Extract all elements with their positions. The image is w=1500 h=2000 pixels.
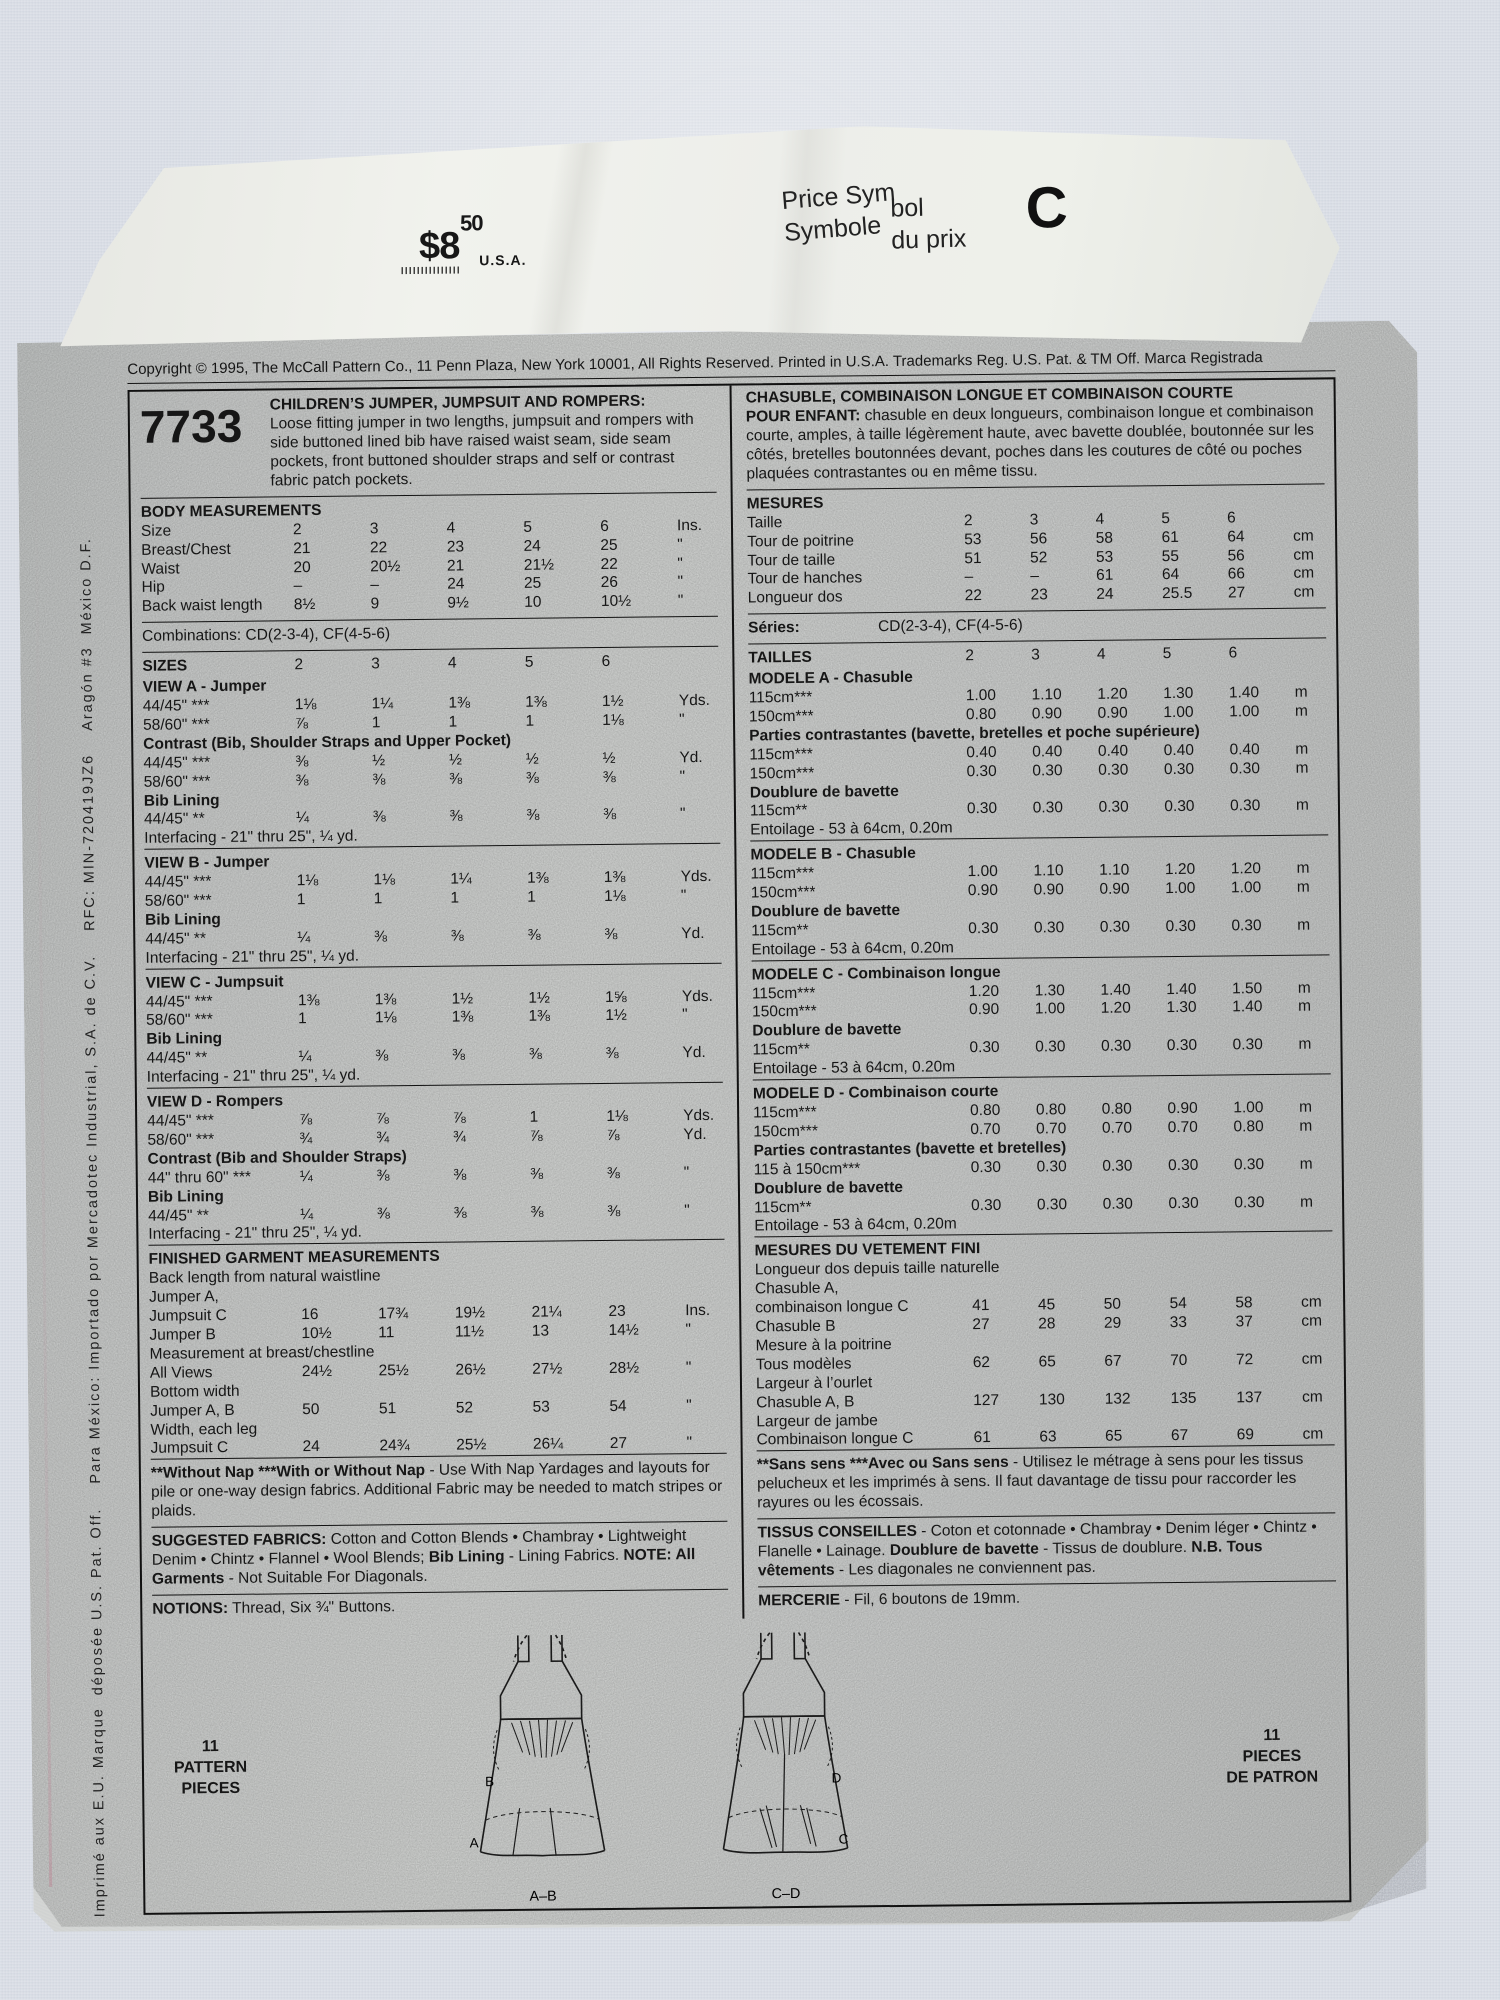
svg-text:C: C — [838, 1831, 848, 1846]
svg-text:B: B — [485, 1774, 494, 1789]
svg-text:D: D — [831, 1770, 841, 1785]
svg-text:C–D: C–D — [771, 1886, 800, 1901]
svg-text:A–B: A–B — [529, 1888, 556, 1901]
svg-text:A: A — [469, 1835, 478, 1850]
